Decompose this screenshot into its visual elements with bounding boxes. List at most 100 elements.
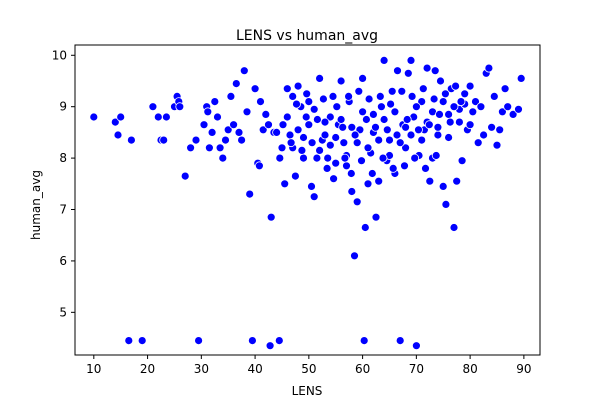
data-point — [331, 158, 341, 168]
data-point — [323, 153, 333, 163]
x-tick-label: 60 — [355, 362, 370, 376]
data-point — [411, 102, 421, 112]
data-point — [215, 143, 225, 153]
data-point — [421, 163, 430, 173]
data-point — [307, 138, 317, 148]
data-point — [315, 74, 325, 83]
data-point — [357, 156, 366, 166]
data-point — [460, 89, 470, 99]
data-point — [497, 107, 507, 117]
data-point — [364, 94, 374, 104]
data-point — [292, 99, 301, 109]
data-point — [302, 89, 312, 99]
data-point — [500, 84, 510, 94]
data-point — [410, 153, 420, 163]
data-point — [350, 251, 359, 261]
data-point — [315, 145, 325, 155]
data-point — [489, 92, 499, 101]
data-point — [180, 171, 190, 181]
y-tick-label: 5 — [59, 305, 67, 319]
data-point — [484, 63, 494, 73]
data-point — [371, 212, 381, 222]
data-point — [379, 56, 389, 65]
data-point — [376, 102, 386, 112]
x-tick-label: 10 — [86, 362, 101, 376]
data-point — [338, 122, 348, 132]
data-point — [465, 81, 475, 91]
data-point — [465, 120, 475, 130]
data-point — [325, 112, 335, 122]
data-point — [234, 127, 244, 137]
data-point — [288, 92, 298, 101]
plot-frame — [74, 44, 541, 356]
data-point — [124, 336, 134, 346]
data-point — [508, 110, 518, 119]
data-point — [438, 181, 448, 191]
data-point — [487, 122, 497, 132]
data-point — [207, 127, 217, 137]
data-point — [363, 179, 373, 189]
data-point — [390, 107, 400, 117]
data-point — [191, 135, 201, 145]
data-point — [418, 84, 428, 94]
y-axis-label: human_avg — [29, 170, 43, 240]
data-point — [272, 127, 282, 137]
data-point — [359, 336, 369, 346]
data-point — [286, 138, 296, 148]
plot-area — [74, 44, 541, 356]
data-point — [229, 120, 239, 130]
data-point — [436, 76, 445, 86]
data-point — [350, 130, 360, 140]
data-point — [153, 112, 163, 122]
data-point — [431, 151, 441, 160]
data-point — [422, 63, 432, 73]
data-point — [444, 110, 454, 119]
data-point — [363, 143, 373, 153]
data-point — [379, 115, 389, 124]
data-point — [479, 130, 489, 140]
data-point — [360, 223, 370, 232]
data-point — [445, 117, 455, 127]
data-point — [137, 336, 147, 346]
data-point — [342, 161, 351, 171]
data-point — [258, 125, 268, 135]
data-point — [299, 133, 308, 142]
data-point — [318, 94, 328, 104]
data-point — [116, 112, 126, 122]
data-point — [368, 110, 378, 119]
data-point — [358, 107, 368, 117]
data-point — [304, 97, 314, 106]
data-point — [221, 135, 230, 145]
data-point — [451, 81, 461, 91]
data-point — [274, 336, 284, 346]
data-point — [282, 84, 292, 94]
data-point — [454, 117, 464, 127]
data-point — [444, 133, 454, 142]
x-axis-label: LENS — [292, 384, 323, 398]
data-point — [382, 125, 392, 135]
data-point — [395, 336, 405, 346]
data-point — [388, 163, 398, 173]
data-point — [473, 138, 483, 148]
data-point — [237, 135, 247, 145]
data-point — [417, 97, 427, 106]
data-point — [339, 138, 349, 148]
data-point — [264, 120, 273, 130]
y-tick-label: 6 — [59, 254, 67, 268]
data-point — [407, 92, 417, 101]
data-point — [113, 130, 123, 140]
data-point — [226, 92, 236, 101]
data-points — [89, 56, 526, 351]
data-point — [328, 92, 338, 101]
data-point — [476, 102, 486, 112]
data-point — [218, 153, 228, 163]
data-point — [452, 176, 462, 186]
data-point — [440, 89, 450, 99]
data-point — [203, 107, 213, 117]
y-tick-label: 8 — [59, 151, 67, 165]
data-point — [402, 115, 412, 124]
data-point — [307, 181, 316, 191]
data-point — [371, 122, 380, 132]
data-point — [336, 115, 346, 124]
data-point — [449, 102, 459, 112]
